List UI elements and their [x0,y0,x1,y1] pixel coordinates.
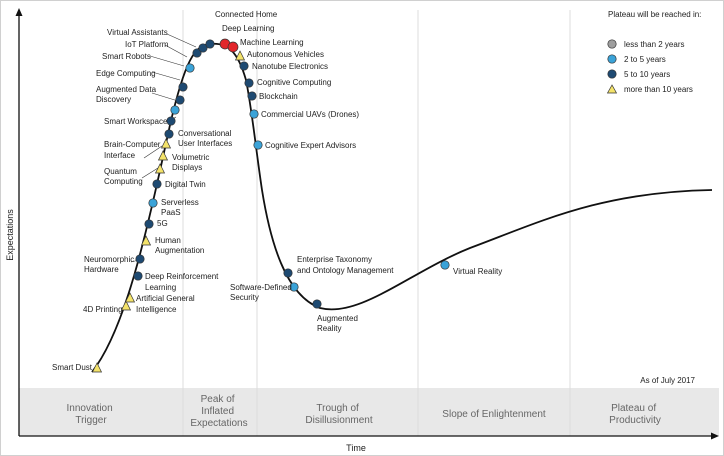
label-volumetric-displays: Volumetric Displays [172,153,212,172]
marker-edge-computing [178,82,188,92]
label-virtual-assistants: Virtual Assistants [107,28,168,37]
label-connected-home: Connected Home [215,10,278,19]
label-augmented-data-discovery: Augmented Data Discovery [96,85,158,104]
label-smart-workspace: Smart Workspace [104,117,168,126]
label-human-augmentation: Human Augmentation [155,236,204,255]
legend-swatch-5to10 [607,69,617,79]
legend-title: Plateau will be reached in: [608,10,701,19]
phase-label-trough: Trough of Disillusionment [305,403,372,426]
marker-cognitive-computing [244,78,254,88]
label-blockchain: Blockchain [259,92,298,101]
label-serverless-paas: Serverless PaaS [161,198,201,217]
label-edge-computing: Edge Computing [96,69,156,78]
marker-autonomous-vehicles [234,50,246,61]
x-axis-arrow [711,432,719,440]
marker-quantum-computing [154,163,166,174]
marker-smart-dust [91,362,103,373]
marker-commercial-uavs [249,109,259,119]
marker-artificial-general-intelligence [124,292,136,303]
phase-label-peak: Peak of Inflated Expectations [190,394,247,429]
marker-cognitive-expert-advisors [253,140,263,150]
x-axis-label: Time [346,443,366,453]
hype-curve [91,42,713,373]
marker-serverless-paas [148,198,158,208]
marker-smart-workspace [166,116,176,126]
y-axis-arrow [15,8,23,16]
label-cognitive-expert-advisors: Cognitive Expert Advisors [265,141,356,150]
legend: Plateau will be reached in: less than 2 … [606,10,701,94]
marker-nanotube-electronics [239,61,249,71]
label-smart-dust: Smart Dust [52,363,93,372]
label-augmented-reality: Augmented Reality [317,314,360,333]
label-digital-twin: Digital Twin [165,180,206,189]
marker-volumetric-displays [157,150,169,161]
y-axis-label: Expectations [5,209,15,261]
marker-digital-twin [152,179,162,189]
phase-label-plateau: Plateau of Productivity [609,403,661,426]
label-smart-robots: Smart Robots [102,52,151,61]
marker-deep-reinforcement-learning [133,271,143,281]
phase-band [19,388,719,436]
label-5g: 5G [157,219,168,228]
marker-enterprise-taxonomy [283,268,293,278]
technology-markers [91,38,450,373]
marker-human-augmentation [140,235,152,246]
legend-swatch-lt2 [607,39,617,49]
label-virtual-reality: Virtual Reality [453,267,502,276]
legend-swatch-2to5 [607,54,617,64]
marker-conversational-ui [164,129,174,139]
phase-label-slope: Slope of Enlightenment [442,409,546,420]
label-deep-reinforcement-learning: Deep Reinforcement Learning [145,272,221,292]
marker-brain-computer-interface [160,138,172,149]
marker-blockchain [247,91,257,101]
label-quantum-computing: Quantum Computing [104,167,143,186]
as-of-date: As of July 2017 [640,376,695,385]
marker-machine-learning [227,41,239,53]
legend-label-5to10: 5 to 10 years [624,70,670,79]
marker-augmented-data-discovery [170,105,180,115]
marker-software-defined-security [289,282,299,292]
marker-augmented-reality [312,299,322,309]
label-artificial-general-intelligence: Artificial General Intelligence [136,294,197,314]
label-deep-learning: Deep Learning [222,24,274,33]
marker-smart-robots [185,63,195,73]
label-4d-printing: 4D Printing [83,305,123,314]
legend-label-lt2: less than 2 years [624,40,684,49]
legend-label-2to5: 2 to 5 years [624,55,666,64]
label-neuromorphic-hardware: Neuromorphic Hardware [84,255,136,274]
phase-label-innovation-trigger: Innovation Trigger [67,403,116,426]
marker-connected-home [205,39,215,49]
label-autonomous-vehicles: Autonomous Vehicles [247,50,324,59]
marker-iot-platform [192,48,202,58]
label-commercial-uavs: Commercial UAVs (Drones) [261,110,359,119]
label-conversational-ui: Conversational User Interfaces [178,129,234,148]
marker-4d-printing [120,300,132,311]
marker-neuromorphic-hardware [135,254,145,264]
label-nanotube-electronics: Nanotube Electronics [252,62,328,71]
marker-virtual-assistants [198,43,208,53]
marker-virtual-reality [440,260,450,270]
label-software-defined-security: Software-Defined Security [230,283,294,302]
legend-label-gt10: more than 10 years [624,85,693,94]
label-iot-platform: IoT Platform [125,40,169,49]
label-enterprise-taxonomy: Enterprise Taxonomy and Ontology Managem… [297,255,394,275]
label-brain-computer-interface: Brain-Computer Interface [104,140,163,160]
technology-labels: Smart Dust 4D Printing Artificial Genera… [52,10,502,372]
marker-5g [144,219,154,229]
label-cognitive-computing: Cognitive Computing [257,78,331,87]
label-machine-learning: Machine Learning [240,38,304,47]
marker-augmented-data-discovery-2 [175,95,185,105]
legend-swatch-gt10 [606,84,618,94]
